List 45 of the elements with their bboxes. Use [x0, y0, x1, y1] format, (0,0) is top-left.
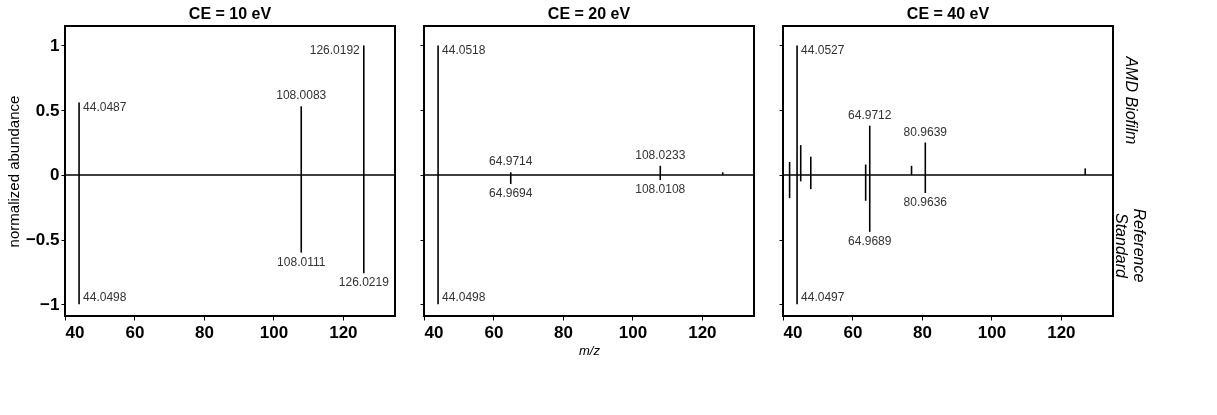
- x-tick-label: 60: [843, 322, 863, 342]
- x-tick-label: 60: [484, 322, 504, 342]
- x-tick-label: 80: [553, 322, 573, 342]
- text: Reference Standard: [1113, 208, 1148, 283]
- y-axis-title: normalized abundance: [4, 95, 22, 248]
- y-tick-label: 0: [50, 165, 60, 185]
- annotation: 64.9689: [848, 233, 892, 248]
- annotation: 44.0498: [442, 290, 486, 305]
- x-tick-label: 80: [194, 322, 214, 342]
- annotation: 44.0497: [801, 290, 845, 305]
- x-tick-label: 120: [329, 322, 358, 342]
- y-tick-label: −1: [40, 294, 60, 314]
- annotation: 44.0527: [801, 43, 845, 58]
- x-tick-label: 100: [977, 322, 1007, 342]
- chart-title: CE = 20 eV: [547, 5, 631, 22]
- y-tick-label: 1: [50, 35, 60, 55]
- x-tick-label: 80: [912, 322, 932, 342]
- annotation: 44.0518: [442, 43, 486, 58]
- x-tick-label: 120: [688, 322, 717, 342]
- chart-title: CE = 10 eV: [188, 5, 272, 22]
- x-axis-title: m/z: [579, 342, 601, 358]
- annotation: 108.0108: [635, 182, 686, 197]
- y-tick-label: 0.5: [35, 100, 60, 120]
- annotation: 64.9712: [848, 107, 892, 122]
- annotation: 80.9639: [903, 124, 948, 139]
- x-tick-label: 40: [424, 322, 444, 342]
- x-tick-label: 40: [65, 322, 85, 342]
- x-tick-label: 40: [783, 322, 803, 342]
- annotation: 64.9694: [489, 185, 533, 200]
- annotation: 64.9714: [489, 154, 533, 169]
- annotation: 44.0498: [83, 290, 127, 305]
- y-tick-label: −0.5: [25, 230, 60, 250]
- x-tick-label: 60: [125, 322, 145, 342]
- annotation: 44.0487: [83, 100, 127, 115]
- x-tick-label: 100: [259, 322, 289, 342]
- annotation: 126.0219: [338, 275, 390, 290]
- annotation: 126.0192: [309, 43, 361, 58]
- x-tick-label: 100: [618, 322, 648, 342]
- chart-title: CE = 40 eV: [906, 5, 990, 22]
- annotation: 108.0083: [276, 88, 327, 103]
- x-tick-label: 120: [1047, 322, 1076, 342]
- text: AMD Biofilm: [1123, 55, 1140, 145]
- annotation: 108.0111: [277, 254, 326, 269]
- annotation: 108.0233: [635, 147, 686, 162]
- annotation: 80.9636: [903, 195, 948, 210]
